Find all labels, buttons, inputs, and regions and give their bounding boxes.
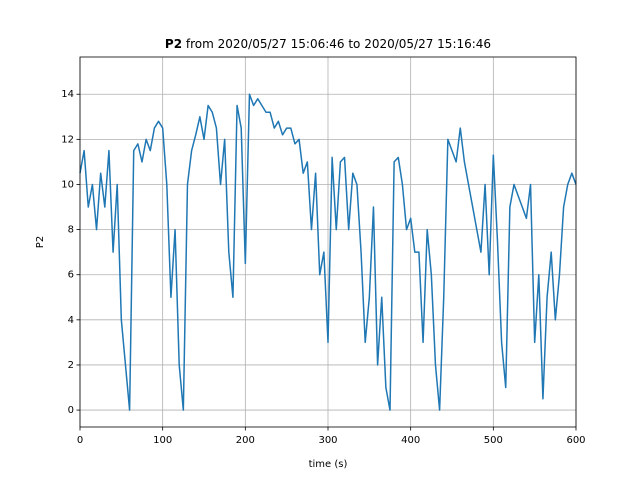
- y-tick-label: 12: [61, 134, 74, 145]
- x-tick-label: 600: [566, 435, 585, 446]
- x-axis-label: time (s): [309, 459, 348, 470]
- y-tick-label: 4: [68, 315, 74, 326]
- x-tick-label: 300: [318, 435, 337, 446]
- x-tick-label: 0: [77, 435, 83, 446]
- y-tick-label: 8: [68, 225, 74, 236]
- y-tick-label: 2: [68, 360, 74, 371]
- x-tick-label: 500: [484, 435, 503, 446]
- y-tick-label: 6: [68, 270, 74, 281]
- x-tick-label: 200: [236, 435, 255, 446]
- plot-frame: [79, 56, 577, 428]
- y-axis-label: P2: [35, 236, 46, 248]
- y-tick-label: 14: [61, 89, 74, 100]
- y-tick-label: 10: [61, 179, 74, 190]
- title-prefix: P2: [165, 37, 182, 51]
- title-text: from 2020/05/27 15:06:46 to 2020/05/27 1…: [186, 37, 491, 51]
- x-tick-label: 100: [153, 435, 172, 446]
- x-tick-label: 400: [401, 435, 420, 446]
- y-tick-label: 0: [68, 405, 74, 416]
- data-line: [79, 93, 577, 411]
- chart-title: P2 from 2020/05/27 15:06:46 to 2020/05/2…: [165, 37, 491, 51]
